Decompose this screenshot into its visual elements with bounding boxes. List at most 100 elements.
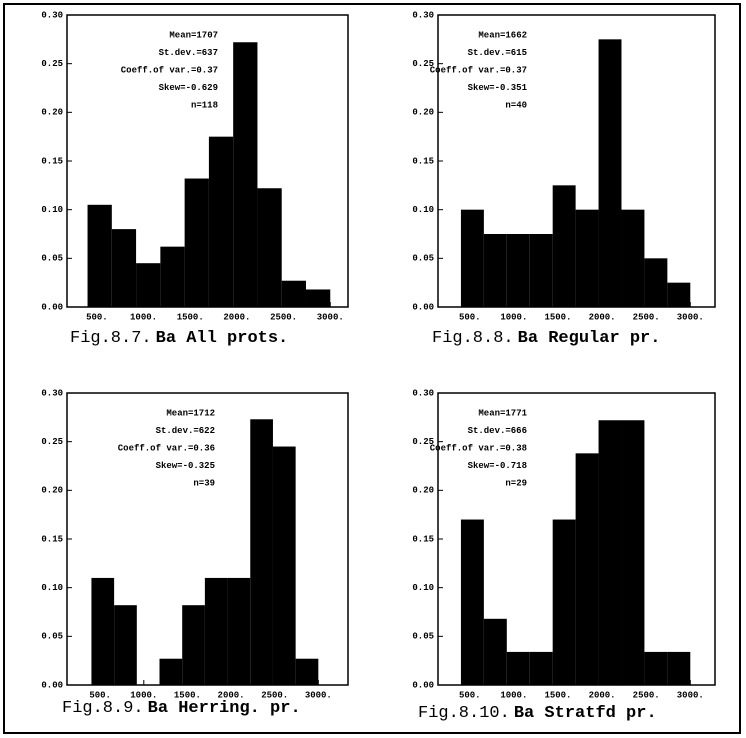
stat-label: Mean=1771 [478, 408, 527, 418]
stat-label: Coeff.of var.=0.38 [430, 443, 527, 453]
bar [182, 605, 205, 685]
bar [111, 229, 137, 307]
bar [160, 246, 185, 307]
figure-label: Fig.8.8. [432, 329, 514, 348]
y-tick-label: 0.00 [41, 302, 63, 312]
caption: Fig.8.9. Ba Herring. pr. [62, 699, 301, 718]
figure-label: Fig.8.10. [418, 704, 510, 723]
stat-label: n=39 [193, 478, 215, 488]
y-tick-label: 0.20 [41, 486, 63, 496]
y-tick-label: 0.05 [41, 632, 63, 642]
bar [184, 178, 209, 307]
bar [621, 209, 645, 307]
stat-label: Skew=-0.351 [468, 83, 528, 93]
y-tick-label: 0.30 [412, 10, 434, 20]
y-tick-label: 0.15 [412, 156, 434, 166]
y-tick-label: 0.00 [41, 680, 63, 690]
caption: Fig.8.7. Ba All prots. [70, 329, 288, 348]
bar [552, 519, 576, 685]
y-tick-label: 0.25 [41, 59, 63, 69]
x-tick-label: 1500. [177, 312, 204, 322]
bar [305, 289, 331, 307]
x-tick-label: 1500. [544, 690, 571, 700]
y-tick-label: 0.30 [41, 388, 63, 398]
bar [136, 263, 161, 307]
y-tick-label: 0.00 [412, 302, 434, 312]
x-tick-label: 3000. [677, 312, 704, 322]
x-tick-label: 3000. [317, 312, 344, 322]
x-tick-label: 2000. [218, 690, 245, 700]
x-tick-label: 3000. [305, 690, 332, 700]
y-tick-label: 0.00 [412, 680, 434, 690]
x-tick-label: 2500. [270, 312, 297, 322]
bar [159, 658, 183, 685]
bar [204, 577, 228, 685]
stat-label: Coeff.of var.=0.36 [118, 443, 215, 453]
y-tick-label: 0.15 [412, 534, 434, 544]
y-tick-label: 0.20 [41, 108, 63, 118]
y-tick-label: 0.10 [412, 205, 434, 215]
x-tick-label: 3000. [677, 690, 704, 700]
y-tick-label: 0.25 [41, 437, 63, 447]
caption: Fig.8.8. Ba Regular pr. [432, 329, 660, 348]
x-tick-label: 2000. [223, 312, 250, 322]
stat-label: Mean=1712 [166, 408, 215, 418]
x-tick-label: 2500. [633, 690, 660, 700]
bar [667, 651, 691, 685]
x-tick-label: 500. [89, 690, 111, 700]
bar [621, 420, 645, 685]
bar [483, 618, 507, 685]
chart-title: Ba Stratfd pr. [514, 704, 657, 723]
stat-label: Coeff.of var.=0.37 [121, 65, 218, 75]
x-tick-label: 2500. [633, 312, 660, 322]
stat-label: Mean=1707 [169, 30, 218, 40]
x-tick-label: 1000. [500, 690, 527, 700]
y-tick-label: 0.25 [412, 59, 434, 69]
x-tick-label: 2000. [589, 312, 616, 322]
bar [91, 577, 115, 685]
stat-label: n=29 [505, 478, 527, 488]
bar [87, 204, 112, 307]
bar [460, 209, 484, 307]
y-tick-label: 0.15 [41, 156, 63, 166]
stat-label: Skew=-0.629 [159, 83, 218, 93]
chart-title: Ba Regular pr. [518, 329, 661, 348]
bar [257, 188, 282, 307]
x-tick-label: 2000. [589, 690, 616, 700]
bar [208, 136, 234, 307]
x-tick-label: 2500. [261, 690, 288, 700]
y-tick-label: 0.20 [412, 486, 434, 496]
x-tick-label: 500. [86, 312, 108, 322]
y-tick-label: 0.20 [412, 108, 434, 118]
bar [460, 519, 484, 685]
x-tick-label: 1000. [500, 312, 527, 322]
stat-label: Mean=1662 [478, 30, 527, 40]
bar [644, 258, 668, 307]
bar [272, 446, 296, 685]
bar [483, 234, 507, 307]
y-tick-label: 0.05 [412, 632, 434, 642]
stat-label: St.dev.=622 [156, 426, 215, 436]
x-tick-label: 1500. [174, 690, 201, 700]
stat-label: St.dev.=615 [468, 48, 527, 58]
x-tick-label: 500. [459, 312, 481, 322]
bar [575, 209, 599, 307]
stat-label: St.dev.=666 [468, 426, 527, 436]
x-tick-label: 1500. [544, 312, 571, 322]
frame [3, 3, 741, 734]
bar [529, 234, 553, 307]
stat-label: St.dev.=637 [159, 48, 218, 58]
y-tick-label: 0.30 [41, 10, 63, 20]
bar [295, 658, 319, 685]
y-tick-label: 0.05 [412, 254, 434, 264]
y-tick-label: 0.25 [412, 437, 434, 447]
stat-label: Coeff.of var.=0.37 [430, 65, 527, 75]
bar [644, 651, 668, 685]
stat-label: Skew=-0.325 [156, 461, 215, 471]
figure-label: Fig.8.7. [70, 329, 152, 348]
bar [529, 651, 553, 685]
y-tick-label: 0.05 [41, 254, 63, 264]
stat-label: Skew=-0.718 [468, 461, 527, 471]
y-tick-label: 0.15 [41, 534, 63, 544]
